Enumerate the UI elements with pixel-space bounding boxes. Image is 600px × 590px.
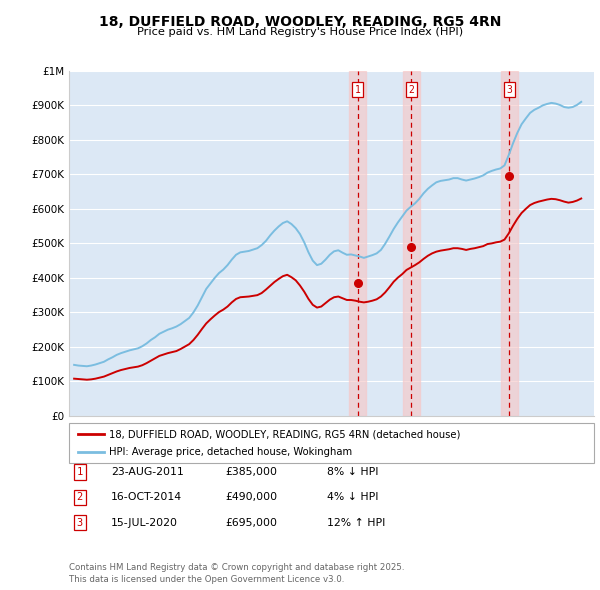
Text: £490,000: £490,000 (225, 493, 277, 502)
Text: 15-JUL-2020: 15-JUL-2020 (111, 518, 178, 527)
Text: 3: 3 (506, 85, 512, 95)
Text: Price paid vs. HM Land Registry's House Price Index (HPI): Price paid vs. HM Land Registry's House … (137, 27, 463, 37)
Text: 1: 1 (77, 467, 83, 477)
Text: Contains HM Land Registry data © Crown copyright and database right 2025.
This d: Contains HM Land Registry data © Crown c… (69, 563, 404, 584)
Bar (501, 71, 518, 416)
Text: 18, DUFFIELD ROAD, WOODLEY, READING, RG5 4RN (detached house): 18, DUFFIELD ROAD, WOODLEY, READING, RG5… (109, 430, 460, 440)
Text: 2: 2 (409, 85, 415, 95)
Text: 3: 3 (77, 518, 83, 527)
Text: £385,000: £385,000 (225, 467, 277, 477)
Text: 8% ↓ HPI: 8% ↓ HPI (327, 467, 379, 477)
Bar (403, 71, 420, 416)
Text: 16-OCT-2014: 16-OCT-2014 (111, 493, 182, 502)
Text: 12% ↑ HPI: 12% ↑ HPI (327, 518, 385, 527)
Text: 4% ↓ HPI: 4% ↓ HPI (327, 493, 379, 502)
Text: HPI: Average price, detached house, Wokingham: HPI: Average price, detached house, Woki… (109, 447, 352, 457)
Text: 2: 2 (77, 493, 83, 502)
Text: £695,000: £695,000 (225, 518, 277, 527)
Text: 23-AUG-2011: 23-AUG-2011 (111, 467, 184, 477)
Text: 1: 1 (355, 85, 361, 95)
Bar (349, 71, 366, 416)
Text: 18, DUFFIELD ROAD, WOODLEY, READING, RG5 4RN: 18, DUFFIELD ROAD, WOODLEY, READING, RG5… (99, 15, 501, 29)
